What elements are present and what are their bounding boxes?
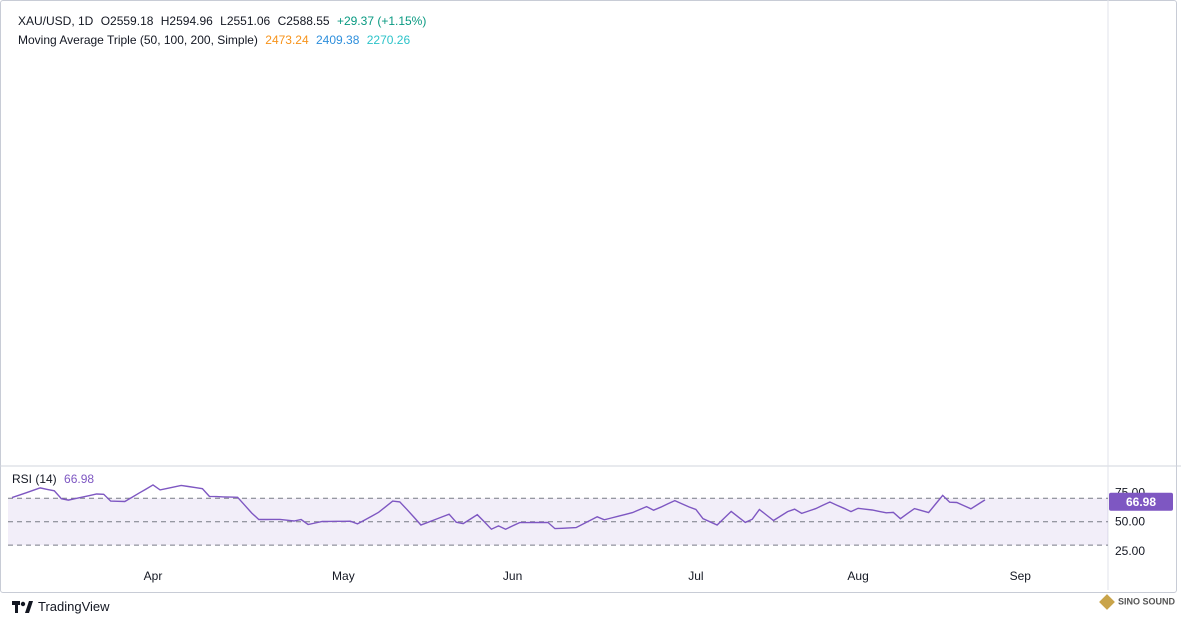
- watermark-logo-icon: [1099, 594, 1116, 610]
- open-value: O2559.18: [100, 14, 154, 28]
- tradingview-brand: TradingView: [38, 599, 110, 614]
- rsi-label[interactable]: RSI (14): [12, 472, 57, 486]
- x-tick-label: Aug: [847, 569, 868, 583]
- rsi-tick-label: 25.00: [1115, 544, 1145, 558]
- low-value: L2551.06: [220, 14, 271, 28]
- rsi-legend: RSI (14) 66.98: [12, 472, 98, 486]
- x-tick-label: Jul: [688, 569, 703, 583]
- close-value: C2588.55: [277, 14, 330, 28]
- ohlc-legend: XAU/USD, 1D O2559.18 H2594.96 L2551.06 C…: [18, 14, 430, 28]
- ma200-value: 2270.26: [366, 33, 411, 47]
- x-tick-label: Sep: [1010, 569, 1032, 583]
- ma50-value: 2473.24: [265, 33, 309, 47]
- rsi-value: 66.98: [64, 472, 95, 486]
- rsi-tick-label: 50.00: [1115, 515, 1145, 529]
- ma-label[interactable]: Moving Average Triple (50, 100, 200, Sim…: [18, 33, 258, 47]
- x-tick-label: May: [332, 569, 355, 583]
- x-tick-label: Jun: [503, 569, 522, 583]
- rsi-badge: [1109, 492, 1173, 511]
- watermark-text: SINO SOUND: [1117, 596, 1175, 607]
- brand-footer[interactable]: TradingView: [12, 599, 110, 614]
- price-chart[interactable]: 2600.002500.002300.002200.002100.002000.…: [0, 0, 1181, 593]
- chart-frame: [0, 0, 1177, 593]
- ma100-value: 2409.38: [316, 33, 360, 47]
- rsi-line: [11, 484, 986, 531]
- change-value: +29.37 (+1.15%): [336, 14, 427, 28]
- tradingview-logo-icon: [12, 600, 33, 613]
- x-tick-label: Apr: [144, 569, 163, 583]
- high-value: H2594.96: [160, 14, 213, 28]
- watermark: SINO SOUND: [1099, 594, 1175, 610]
- symbol-label[interactable]: XAU/USD, 1D: [18, 14, 94, 28]
- ma-legend: Moving Average Triple (50, 100, 200, Sim…: [18, 33, 414, 47]
- rsi-badge-label: 66.98: [1126, 495, 1156, 509]
